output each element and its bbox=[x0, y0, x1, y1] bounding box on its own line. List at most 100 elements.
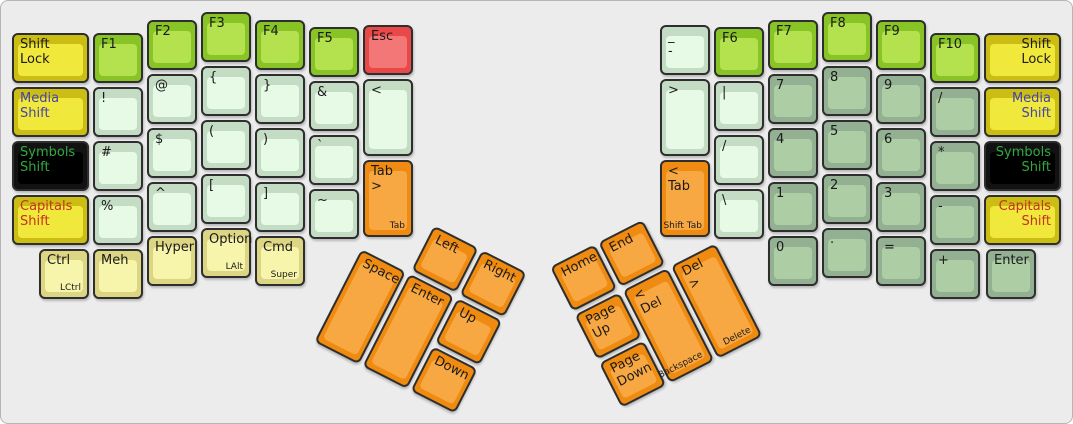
key-greater-than[interactable]: > bbox=[660, 79, 710, 156]
key-period[interactable]: . bbox=[822, 228, 872, 278]
key-right-paren[interactable]: ) bbox=[255, 128, 305, 178]
key-meh[interactable]: Meh bbox=[93, 249, 143, 299]
key-tilde[interactable]: ~ bbox=[309, 189, 359, 239]
keycap-top-surface bbox=[369, 90, 407, 149]
key-option[interactable]: Option LAlt bbox=[201, 228, 252, 278]
key-num-9[interactable]: 9 bbox=[876, 74, 926, 124]
key-label: @ bbox=[155, 78, 168, 93]
keycap-top-surface bbox=[720, 146, 758, 178]
key-f7[interactable]: F7 bbox=[768, 20, 818, 70]
key-percent[interactable]: % bbox=[93, 195, 143, 245]
key-num-3[interactable]: 3 bbox=[876, 182, 926, 232]
key-label: Shift Lock bbox=[1021, 37, 1051, 67]
key-capitals-shift-right[interactable]: Capitals Shift bbox=[984, 195, 1061, 245]
key-minus[interactable]: - bbox=[930, 195, 980, 245]
key-shift-lock-right[interactable]: Shift Lock bbox=[984, 33, 1061, 83]
key-num-6[interactable]: 6 bbox=[876, 128, 926, 178]
key-num-7[interactable]: 7 bbox=[768, 74, 818, 124]
key-backtick[interactable]: ` bbox=[309, 135, 359, 185]
key-label: | bbox=[722, 85, 727, 100]
key-f4[interactable]: F4 bbox=[255, 20, 305, 70]
key-caret[interactable]: ^ bbox=[147, 182, 197, 232]
key-esc[interactable]: Esc bbox=[363, 25, 413, 75]
key-label: Esc bbox=[371, 29, 394, 44]
keycap-top-surface bbox=[207, 23, 245, 55]
keycap-top-surface bbox=[666, 36, 704, 68]
key-at-sign[interactable]: @ bbox=[147, 74, 197, 124]
key-right-brace[interactable]: } bbox=[255, 74, 305, 124]
key-num-4[interactable]: 4 bbox=[768, 128, 818, 178]
key-f3[interactable]: F3 bbox=[201, 12, 251, 62]
key-tab-forward[interactable]: Tab > Tab bbox=[363, 160, 413, 237]
key-num-1[interactable]: 1 bbox=[768, 182, 818, 232]
key-tab-back[interactable]: < Tab Shift Tab bbox=[660, 160, 710, 237]
key-f6[interactable]: F6 bbox=[714, 27, 764, 77]
key-f9[interactable]: F9 bbox=[876, 20, 926, 70]
key-label: # bbox=[101, 145, 112, 160]
keycap-top-surface bbox=[774, 139, 812, 171]
key-equals[interactable]: = bbox=[876, 236, 926, 286]
keycap-top-surface bbox=[315, 146, 353, 178]
key-num-8[interactable]: 8 bbox=[822, 66, 872, 116]
key-pipe[interactable]: | bbox=[714, 81, 764, 131]
key-sublabel: Shift Tab bbox=[663, 221, 702, 231]
key-symbols-shift-left[interactable]: Symbols Shift bbox=[12, 141, 89, 191]
key-enter[interactable]: Enter bbox=[986, 249, 1036, 299]
key-ampersand[interactable]: & bbox=[309, 81, 359, 131]
key-media-shift-right[interactable]: Media Shift bbox=[984, 87, 1061, 137]
key-plus[interactable]: + bbox=[930, 249, 980, 299]
key-exclamation[interactable]: ! bbox=[93, 87, 143, 137]
key-f1[interactable]: F1 bbox=[93, 33, 143, 83]
key-underscore-dash[interactable]: _ - bbox=[660, 25, 710, 75]
key-right-bracket[interactable]: ] bbox=[255, 182, 305, 232]
key-label: Capitals Shift bbox=[20, 199, 73, 229]
key-label: + bbox=[938, 253, 949, 268]
key-label: F8 bbox=[830, 16, 846, 31]
key-label: F7 bbox=[776, 24, 792, 39]
key-label: F3 bbox=[209, 16, 225, 31]
key-symbols-shift-right[interactable]: Symbols Shift bbox=[984, 141, 1061, 191]
key-left-bracket[interactable]: [ bbox=[201, 174, 251, 224]
keycap-top-surface bbox=[936, 98, 974, 130]
key-cmd[interactable]: Cmd Super bbox=[255, 236, 305, 286]
key-label: < Tab bbox=[668, 164, 691, 194]
keycap-top-surface bbox=[153, 139, 191, 171]
key-less-than[interactable]: < bbox=[363, 79, 413, 156]
key-num-0[interactable]: 0 bbox=[768, 236, 818, 286]
key-dollar[interactable]: $ bbox=[147, 128, 197, 178]
key-label: ~ bbox=[317, 193, 328, 208]
key-num-2[interactable]: 2 bbox=[822, 174, 872, 224]
key-left-paren[interactable]: ( bbox=[201, 120, 251, 170]
key-slash-inner[interactable]: / bbox=[714, 135, 764, 185]
key-f10[interactable]: F10 bbox=[930, 33, 980, 83]
key-shift-lock-left[interactable]: Shift Lock bbox=[12, 33, 89, 83]
key-asterisk[interactable]: * bbox=[930, 141, 980, 191]
key-f2[interactable]: F2 bbox=[147, 20, 197, 70]
key-ctrl[interactable]: Ctrl LCtrl bbox=[39, 249, 89, 299]
key-label: ) bbox=[263, 132, 269, 147]
keycap-top-surface bbox=[882, 31, 920, 63]
key-label: = bbox=[884, 240, 895, 255]
key-label: 7 bbox=[776, 78, 785, 93]
key-hash[interactable]: # bbox=[93, 141, 143, 191]
keycap-top-surface bbox=[153, 247, 191, 279]
key-label: < bbox=[371, 83, 382, 98]
keycap-top-surface bbox=[828, 77, 866, 109]
keycap-top-surface bbox=[774, 31, 812, 63]
key-capitals-shift-left[interactable]: Capitals Shift bbox=[12, 195, 89, 245]
key-slash[interactable]: / bbox=[930, 87, 980, 137]
key-label: $ bbox=[155, 132, 164, 147]
keycap-top-surface bbox=[261, 85, 299, 117]
key-f8[interactable]: F8 bbox=[822, 12, 872, 62]
key-backslash[interactable]: \ bbox=[714, 189, 764, 239]
keycap-top-surface bbox=[153, 193, 191, 225]
keycap-top-surface bbox=[720, 92, 758, 124]
key-label: / bbox=[722, 139, 727, 154]
key-f5[interactable]: F5 bbox=[309, 27, 359, 77]
key-label: \ bbox=[722, 193, 727, 208]
key-num-5[interactable]: 5 bbox=[822, 120, 872, 170]
key-hyper[interactable]: Hyper bbox=[147, 236, 197, 286]
key-media-shift-left[interactable]: Media Shift bbox=[12, 87, 89, 137]
key-left-brace[interactable]: { bbox=[201, 66, 251, 116]
keycap-top-surface bbox=[369, 36, 407, 68]
